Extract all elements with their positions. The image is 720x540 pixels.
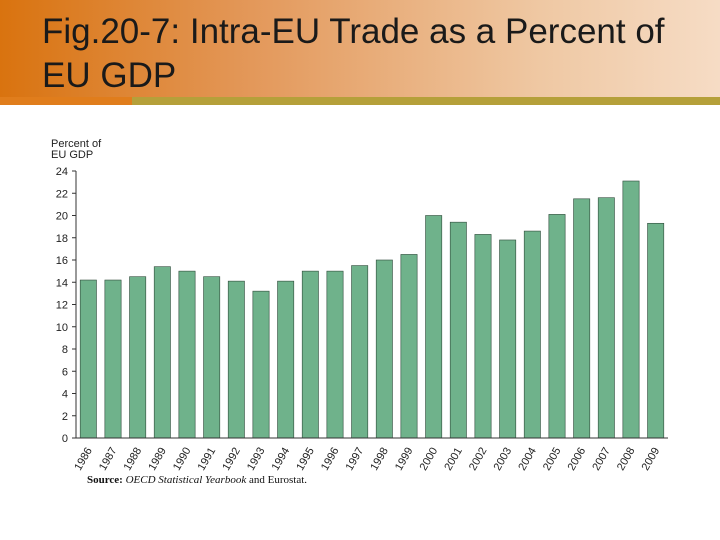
bar xyxy=(252,290,270,439)
accent-strip xyxy=(0,97,720,105)
x-tick-label: 2005 xyxy=(541,446,564,473)
bar xyxy=(548,214,566,439)
y-tick-label: 4 xyxy=(62,389,68,401)
x-tick-label: 2004 xyxy=(516,446,539,473)
source-label: Source: xyxy=(87,474,123,486)
y-tick-label: 18 xyxy=(56,233,68,245)
x-tick-label: 2009 xyxy=(640,446,663,473)
bar xyxy=(79,279,97,439)
source-rest: and Eurostat. xyxy=(248,474,308,486)
x-tick-label: 2007 xyxy=(590,446,613,473)
x-tick-label: 1996 xyxy=(319,446,342,473)
bar xyxy=(277,280,295,439)
title-band xyxy=(0,0,720,105)
y-tick-label: 24 xyxy=(56,166,68,178)
x-tick-label: 1988 xyxy=(122,446,145,473)
bar xyxy=(153,266,171,439)
x-tick-label: 2000 xyxy=(418,446,441,473)
y-tick-label: 2 xyxy=(62,411,68,423)
bar xyxy=(351,265,369,439)
bar xyxy=(326,270,344,439)
y-tick-label: 22 xyxy=(56,188,68,200)
bar xyxy=(203,276,221,439)
bar xyxy=(178,270,196,439)
x-tick-label: 1989 xyxy=(146,446,169,473)
source-note: Source: OECD Statistical Yearbook and Eu… xyxy=(87,474,307,486)
accent-strip-orange xyxy=(0,97,132,105)
bar xyxy=(573,198,591,439)
y-tick-label: 0 xyxy=(62,433,68,445)
x-axis-labels: 1986 1987 1988 1989 1990 1991 1992 1993 1994 1995… xyxy=(72,445,662,472)
x-tick-label: 1998 xyxy=(368,446,391,473)
y-tick-label: 10 xyxy=(56,322,68,334)
source-publication: OECD Statistical Yearbook xyxy=(125,474,247,486)
x-tick-label: 1991 xyxy=(196,446,219,473)
bar xyxy=(474,234,492,439)
bar xyxy=(400,254,418,439)
x-tick-label: 1987 xyxy=(97,446,120,473)
y-tick-label: 6 xyxy=(62,366,68,378)
x-tick-label: 2008 xyxy=(615,446,638,473)
x-tick-label: 2003 xyxy=(492,445,515,472)
y-axis-label-line-2: EU GDP xyxy=(51,149,93,161)
bar xyxy=(499,239,517,439)
x-tick-label: 1992 xyxy=(220,446,243,473)
bar xyxy=(104,279,122,439)
x-tick-label: 1986 xyxy=(72,446,95,473)
bar xyxy=(647,222,665,439)
x-tick-label: 2002 xyxy=(467,446,490,473)
x-tick-label: 1994 xyxy=(270,446,293,473)
y-tick-label: 16 xyxy=(56,255,68,267)
bar xyxy=(375,259,393,439)
y-tick-label: 20 xyxy=(56,211,68,223)
slide-title: Fig.20-7: Intra-EU Trade as a Percent of… xyxy=(42,12,665,95)
bar xyxy=(425,215,443,439)
x-tick-label: 1995 xyxy=(294,446,317,473)
bar xyxy=(622,180,640,439)
x-tick-label: 1993 xyxy=(245,446,268,473)
x-tick-label: 2006 xyxy=(566,446,589,473)
x-tick-label: 1990 xyxy=(171,446,194,473)
y-tick-label: 14 xyxy=(56,277,68,289)
bar-chart: Percent of EU GDP 024681012141618202224 … xyxy=(51,138,668,473)
bar xyxy=(523,230,541,439)
bars-group xyxy=(79,180,665,439)
y-axis-label-line-1: Percent of xyxy=(51,138,102,150)
x-tick-label: 1999 xyxy=(393,446,416,473)
accent-strip-olive xyxy=(132,97,720,105)
bar xyxy=(301,270,319,439)
x-tick-label: 1997 xyxy=(344,446,367,473)
x-tick-label: 2001 xyxy=(442,446,465,473)
y-tick-label: 8 xyxy=(62,344,68,356)
bar xyxy=(129,276,147,439)
bar xyxy=(227,280,245,439)
bar xyxy=(449,221,467,439)
y-tick-label: 12 xyxy=(56,300,68,312)
bar xyxy=(597,197,615,439)
